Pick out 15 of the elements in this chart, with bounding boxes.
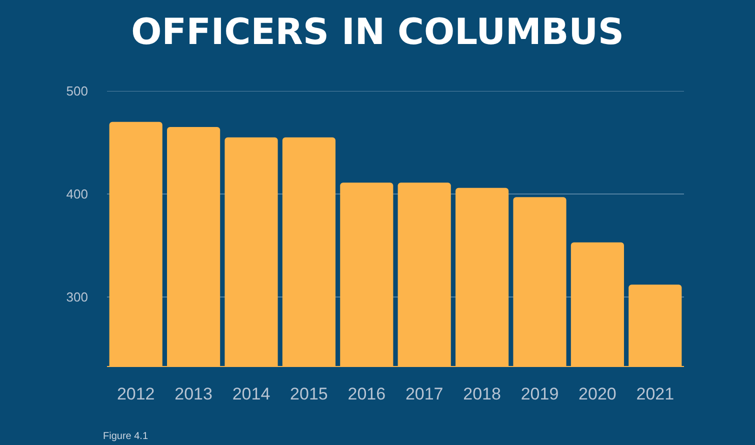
- x-tick-label: 2018: [463, 384, 501, 404]
- x-tick-label: 2013: [174, 384, 212, 404]
- x-tick-label: 2016: [348, 384, 386, 404]
- x-tick-label: 2021: [636, 384, 674, 404]
- x-tick-label: 2019: [520, 384, 559, 404]
- x-tick-label: 2012: [116, 384, 155, 404]
- x-tick-label: 2014: [232, 384, 270, 404]
- x-tick-label: 2017: [405, 384, 444, 404]
- y-tick-label: 400: [66, 186, 88, 202]
- chart-title: OFFICERS IN COLUMBUS: [131, 12, 624, 53]
- x-tick-label: 2015: [290, 384, 328, 404]
- y-tick-label: 300: [66, 290, 88, 305]
- caption: Figure 4.1: [103, 431, 148, 442]
- x-tick-label: 2020: [578, 384, 616, 404]
- y-tick-label: 500: [66, 84, 88, 99]
